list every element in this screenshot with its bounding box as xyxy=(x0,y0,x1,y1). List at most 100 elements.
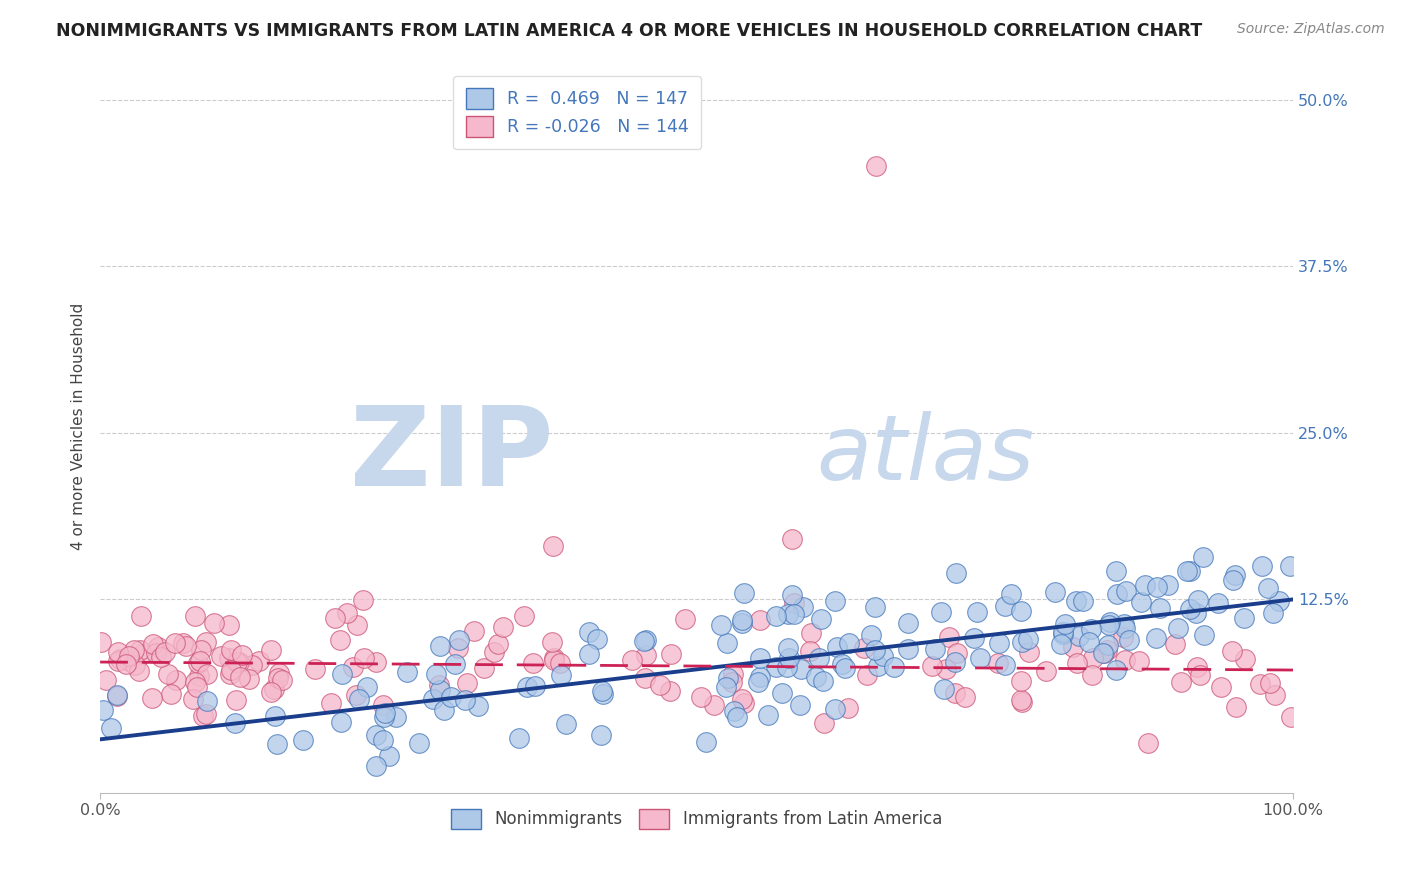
Point xyxy=(356,680,378,694)
Point xyxy=(187,656,209,670)
Point xyxy=(1112,616,1135,631)
Point xyxy=(94,673,117,688)
Point xyxy=(1099,615,1122,629)
Point xyxy=(1050,638,1073,652)
Point xyxy=(792,599,814,614)
Point xyxy=(1257,582,1279,596)
Point xyxy=(224,716,246,731)
Point xyxy=(1062,640,1084,654)
Point xyxy=(118,654,141,668)
Point xyxy=(346,618,368,632)
Point xyxy=(765,659,787,673)
Point xyxy=(219,663,242,677)
Point xyxy=(323,610,346,624)
Point xyxy=(1129,595,1152,609)
Point xyxy=(1081,651,1104,665)
Point xyxy=(808,651,831,665)
Point xyxy=(1092,647,1115,661)
Point xyxy=(1092,646,1115,660)
Point xyxy=(1077,635,1099,649)
Point xyxy=(659,647,682,661)
Point xyxy=(865,159,887,173)
Point xyxy=(165,673,187,687)
Point xyxy=(330,667,353,681)
Point xyxy=(543,539,565,553)
Point xyxy=(129,643,152,657)
Point xyxy=(440,690,463,705)
Point xyxy=(186,680,208,694)
Point xyxy=(963,631,986,645)
Point xyxy=(427,678,450,692)
Point xyxy=(1066,593,1088,607)
Point xyxy=(1018,645,1040,659)
Point xyxy=(1187,592,1209,607)
Point xyxy=(425,666,447,681)
Point xyxy=(1234,652,1257,666)
Point xyxy=(1279,709,1302,723)
Point xyxy=(897,615,920,630)
Point xyxy=(776,660,799,674)
Point xyxy=(1081,668,1104,682)
Point xyxy=(690,690,713,704)
Point xyxy=(866,659,889,673)
Point xyxy=(100,721,122,735)
Point xyxy=(156,667,179,681)
Point xyxy=(231,648,253,662)
Point xyxy=(578,625,600,640)
Point xyxy=(1191,549,1213,564)
Point xyxy=(1115,583,1137,598)
Point xyxy=(433,703,456,717)
Point xyxy=(371,698,394,712)
Point xyxy=(783,597,806,611)
Point xyxy=(118,649,141,664)
Point xyxy=(1010,603,1032,617)
Point xyxy=(790,662,813,676)
Point xyxy=(378,749,401,764)
Point xyxy=(463,624,485,639)
Point xyxy=(872,649,894,664)
Point xyxy=(131,647,153,661)
Point xyxy=(780,533,803,547)
Point xyxy=(1175,564,1198,578)
Point xyxy=(364,728,387,742)
Point xyxy=(863,643,886,657)
Point xyxy=(591,683,613,698)
Point xyxy=(541,634,564,648)
Point xyxy=(714,680,737,694)
Point xyxy=(107,654,129,668)
Point xyxy=(897,641,920,656)
Point xyxy=(202,615,225,630)
Point xyxy=(813,716,835,731)
Point xyxy=(543,650,565,665)
Point xyxy=(634,671,657,685)
Point xyxy=(482,645,505,659)
Point xyxy=(374,706,396,721)
Point xyxy=(128,665,150,679)
Point xyxy=(145,646,167,660)
Point xyxy=(811,674,834,689)
Point xyxy=(1128,654,1150,668)
Point xyxy=(447,641,470,656)
Point xyxy=(524,679,547,693)
Point xyxy=(1220,644,1243,658)
Point xyxy=(800,626,823,640)
Point xyxy=(748,613,770,627)
Point xyxy=(190,655,212,669)
Point xyxy=(291,732,314,747)
Point xyxy=(938,630,960,644)
Point xyxy=(586,632,609,646)
Point xyxy=(516,680,538,694)
Point xyxy=(1080,622,1102,636)
Point xyxy=(756,707,779,722)
Y-axis label: 4 or more Vehicles in Household: 4 or more Vehicles in Household xyxy=(72,302,86,549)
Point xyxy=(146,640,169,654)
Point xyxy=(789,698,811,713)
Point xyxy=(150,650,173,665)
Point xyxy=(396,665,419,679)
Point xyxy=(943,656,966,670)
Point xyxy=(1144,631,1167,645)
Point xyxy=(1209,681,1232,695)
Point xyxy=(1222,574,1244,588)
Point xyxy=(1107,587,1129,601)
Point xyxy=(247,654,270,668)
